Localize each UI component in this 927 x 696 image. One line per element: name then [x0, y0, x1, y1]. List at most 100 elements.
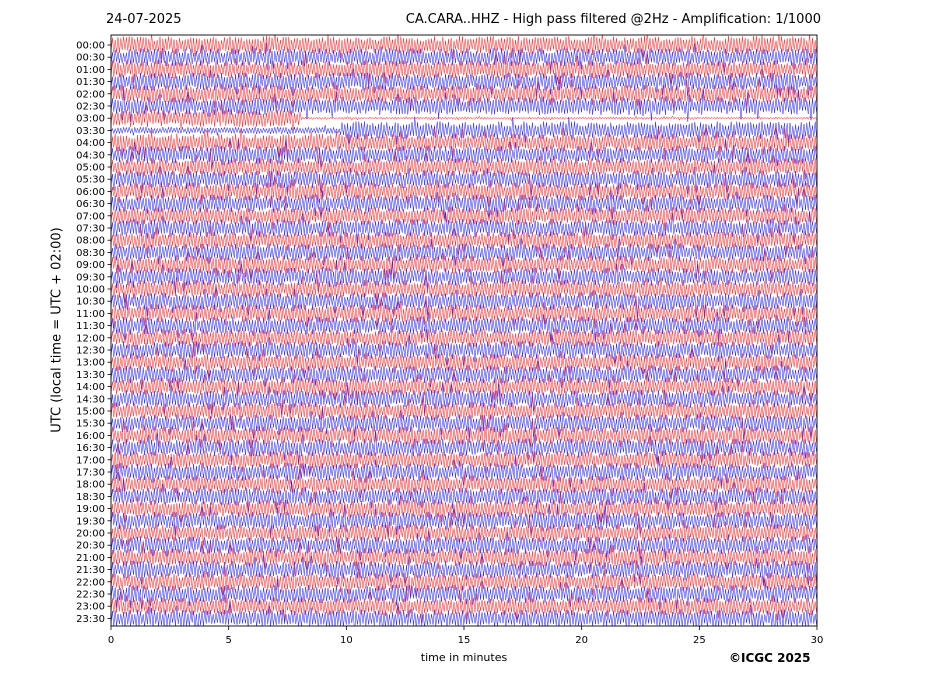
trace-0030: [111, 42, 817, 73]
y-tick-label: 00:00: [76, 41, 105, 52]
trace-0530: [111, 164, 817, 196]
x-tick-label: 15: [458, 635, 471, 646]
trace-1500: [111, 395, 817, 427]
x-tick-label: 20: [575, 635, 588, 646]
chart-title: CA.CARA..HHZ - High pass filtered @2Hz -…: [405, 12, 821, 27]
trace-2200: [111, 566, 817, 597]
y-tick-label: 19:00: [76, 504, 105, 515]
trace-2030: [111, 530, 817, 561]
y-tick-label: 18:30: [76, 492, 105, 503]
trace-0130: [111, 68, 817, 97]
y-tick-label: 01:00: [76, 65, 105, 76]
y-tick-label: 07:00: [76, 211, 105, 222]
trace-1830: [111, 479, 817, 512]
y-tick-label: 09:00: [76, 260, 105, 271]
trace-2230: [111, 578, 817, 610]
y-tick-label: 08:00: [76, 236, 105, 247]
y-tick-label: 02:30: [76, 102, 105, 113]
y-tick-label: 03:00: [76, 114, 105, 125]
trace-1130: [111, 309, 817, 342]
y-tick-label: 15:30: [76, 419, 105, 430]
y-tick-label: 10:30: [76, 297, 105, 308]
trace-0300: [111, 102, 817, 131]
y-tick-label: 17:30: [76, 468, 105, 479]
trace-1100: [111, 297, 817, 330]
y-tick-label: 16:00: [76, 431, 105, 442]
y-tick-label: 07:30: [76, 224, 105, 235]
y-tick-label: 12:00: [76, 333, 105, 344]
y-tick-label: 11:30: [76, 321, 105, 332]
y-tick-label: 13:00: [76, 358, 105, 369]
y-tick-label: 21:30: [76, 565, 105, 576]
y-tick-label: 02:00: [76, 89, 105, 100]
trace-1330: [111, 360, 817, 390]
trace-0730: [111, 211, 817, 244]
x-tick-label: 0: [108, 635, 114, 646]
trace-1030: [111, 286, 817, 318]
y-tick-label: 04:00: [76, 138, 105, 149]
trace-0700: [111, 200, 817, 231]
trace-0930: [111, 260, 817, 294]
x-axis-label: time in minutes: [420, 651, 508, 664]
trace-1400: [111, 371, 817, 403]
y-tick-label: 18:00: [76, 480, 105, 491]
y-tick-label: 14:30: [76, 394, 105, 405]
x-tick-label: 25: [693, 635, 706, 646]
trace-2330: [111, 601, 817, 626]
trace-0330: [111, 116, 817, 145]
trace-1230: [111, 334, 817, 366]
trace-0630: [111, 187, 817, 220]
y-tick-label: 06:00: [76, 187, 105, 198]
trace-group: [111, 35, 817, 626]
trace-1530: [111, 408, 817, 440]
y-tick-label: 20:00: [76, 529, 105, 540]
y-tick-label: 08:30: [76, 248, 105, 259]
x-tick-label: 30: [811, 635, 824, 646]
y-tick-label: 04:30: [76, 150, 105, 161]
y-tick-label: 23:30: [76, 614, 105, 625]
trace-2130: [111, 553, 817, 586]
y-tick-label: 20:30: [76, 541, 105, 552]
copyright-credit: ©ICGC 2025: [729, 651, 811, 665]
trace-1900: [111, 493, 817, 525]
trace-0500: [111, 151, 817, 183]
trace-1430: [111, 382, 817, 416]
trace-0900: [111, 249, 817, 281]
trace-0100: [111, 53, 817, 85]
y-tick-label: 10:00: [76, 285, 105, 296]
trace-1300: [111, 346, 817, 379]
trace-0800: [111, 224, 817, 257]
y-tick-label: 06:30: [76, 199, 105, 210]
trace-2100: [111, 540, 817, 574]
trace-1600: [111, 419, 817, 452]
trace-0830: [111, 238, 817, 267]
x-tick-label: 5: [225, 635, 231, 646]
trace-1700: [111, 444, 817, 475]
y-tick-label: 03:30: [76, 126, 105, 137]
trace-0200: [111, 78, 817, 111]
y-tick-label: 00:30: [76, 53, 105, 64]
y-tick-label: 05:30: [76, 175, 105, 186]
y-tick-label: 15:00: [76, 407, 105, 418]
y-tick-label: 16:30: [76, 443, 105, 454]
date-label: 24-07-2025: [106, 12, 182, 27]
y-tick-label: 21:00: [76, 553, 105, 564]
trace-1800: [111, 468, 817, 501]
trace-0230: [111, 89, 817, 122]
trace-1630: [111, 431, 817, 464]
trace-0600: [111, 175, 817, 208]
y-tick-label: 23:00: [76, 602, 105, 613]
y-tick-label: 22:30: [76, 590, 105, 601]
y-tick-label: 11:00: [76, 309, 105, 320]
trace-0400: [111, 126, 817, 159]
y-tick-label: 09:30: [76, 272, 105, 283]
y-tick-label: 01:30: [76, 77, 105, 88]
trace-1200: [111, 322, 817, 353]
trace-1000: [111, 273, 817, 305]
y-tick-label: 13:30: [76, 370, 105, 381]
trace-0430: [111, 138, 817, 170]
x-tick-label: 10: [340, 635, 353, 646]
trace-2000: [111, 517, 817, 549]
